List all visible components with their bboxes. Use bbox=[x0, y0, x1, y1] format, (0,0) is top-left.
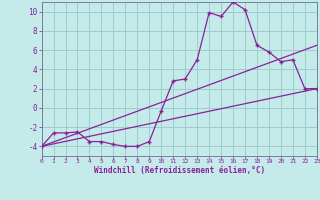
X-axis label: Windchill (Refroidissement éolien,°C): Windchill (Refroidissement éolien,°C) bbox=[94, 166, 265, 175]
